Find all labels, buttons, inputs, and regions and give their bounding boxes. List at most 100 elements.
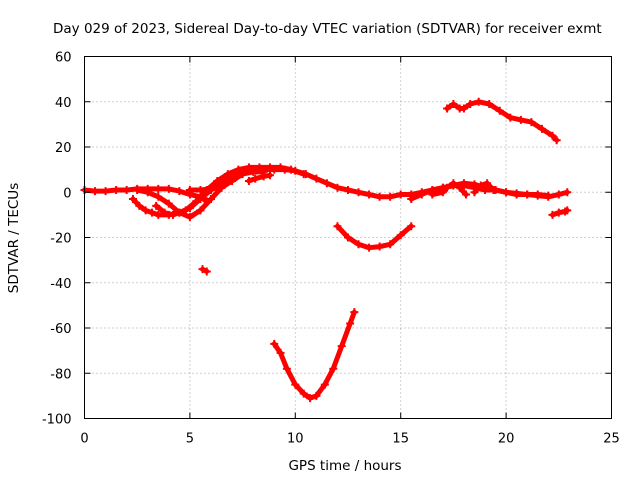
y-tick-label: 40 bbox=[55, 96, 72, 111]
data-point bbox=[354, 188, 363, 197]
data-point bbox=[175, 187, 184, 196]
data-point bbox=[449, 100, 458, 109]
y-tick-label: -20 bbox=[50, 232, 71, 247]
data-point bbox=[386, 240, 395, 249]
data-point bbox=[527, 118, 536, 127]
data-point bbox=[459, 104, 468, 113]
data-point bbox=[217, 183, 226, 192]
data-point bbox=[485, 100, 494, 109]
data-point bbox=[476, 181, 485, 190]
data-point bbox=[154, 210, 163, 219]
data-point bbox=[266, 171, 275, 180]
series-track-k bbox=[335, 223, 414, 251]
data-point bbox=[185, 213, 194, 222]
data-point bbox=[133, 185, 142, 194]
y-tick-label: -100 bbox=[42, 413, 72, 428]
y-tick-label: 60 bbox=[55, 51, 72, 66]
data-point bbox=[537, 124, 546, 133]
data-point bbox=[251, 174, 260, 183]
data-point bbox=[198, 265, 207, 274]
data-point bbox=[344, 233, 352, 242]
data-point bbox=[259, 172, 268, 181]
data-point bbox=[213, 176, 222, 185]
data-point bbox=[396, 190, 405, 199]
data-point bbox=[135, 201, 144, 210]
data-point bbox=[228, 176, 237, 185]
data-point bbox=[428, 190, 437, 199]
x-tick-label: 25 bbox=[603, 432, 620, 447]
data-point bbox=[346, 319, 355, 328]
data-point bbox=[154, 192, 163, 201]
y-axis-label: SDTVAR / TECUs bbox=[6, 183, 22, 293]
data-point bbox=[337, 342, 346, 351]
data-point bbox=[152, 201, 161, 210]
data-point bbox=[548, 131, 557, 140]
y-tick-label: 20 bbox=[55, 141, 72, 156]
data-point bbox=[443, 183, 452, 192]
data-point bbox=[299, 389, 308, 398]
data-point bbox=[122, 185, 131, 194]
data-point bbox=[563, 188, 572, 197]
data-point bbox=[417, 190, 426, 199]
data-point bbox=[354, 240, 363, 249]
y-tick-label: -40 bbox=[50, 277, 71, 292]
y-tick-label: 0 bbox=[63, 186, 71, 201]
x-tick-label: 15 bbox=[392, 432, 409, 447]
data-point bbox=[495, 106, 504, 115]
data-point bbox=[516, 115, 525, 124]
data-point bbox=[552, 136, 561, 145]
x-tick-label: 5 bbox=[186, 432, 194, 447]
series-track-l bbox=[271, 309, 357, 401]
data-point bbox=[470, 180, 479, 189]
data-point bbox=[312, 391, 321, 400]
data-point bbox=[255, 163, 264, 172]
data-point bbox=[185, 185, 194, 194]
data-point bbox=[238, 170, 247, 179]
data-point bbox=[143, 188, 152, 197]
data-point bbox=[333, 183, 342, 192]
chart-title: Day 029 of 2023, Sidereal Day-to-day VTE… bbox=[53, 21, 602, 37]
data-point bbox=[455, 183, 464, 192]
data-point bbox=[466, 100, 475, 109]
data-point bbox=[91, 187, 100, 196]
data-point bbox=[276, 348, 285, 357]
data-point bbox=[141, 206, 150, 215]
data-point bbox=[375, 242, 384, 251]
data-point bbox=[544, 191, 553, 200]
data-point bbox=[548, 210, 557, 219]
data-point bbox=[202, 267, 211, 276]
data-point bbox=[329, 364, 338, 373]
data-point bbox=[306, 394, 315, 403]
data-point bbox=[449, 179, 458, 188]
data-point bbox=[365, 190, 374, 199]
data-point bbox=[276, 163, 285, 172]
data-point bbox=[206, 195, 215, 204]
data-point bbox=[291, 380, 300, 389]
x-axis-label: GPS time / hours bbox=[288, 458, 401, 474]
data-point bbox=[365, 243, 374, 252]
data-point bbox=[344, 185, 352, 194]
data-point bbox=[160, 208, 169, 217]
data-point bbox=[502, 188, 511, 197]
data-point bbox=[459, 179, 468, 188]
data-point bbox=[386, 192, 395, 201]
data-point bbox=[350, 308, 359, 317]
data-point bbox=[470, 188, 479, 197]
data-point bbox=[147, 208, 156, 217]
data-point bbox=[270, 339, 279, 348]
series-layer bbox=[80, 97, 572, 403]
data-point bbox=[181, 206, 190, 215]
data-point bbox=[223, 170, 232, 179]
data-point bbox=[299, 170, 308, 179]
data-point bbox=[554, 208, 563, 217]
data-point bbox=[164, 184, 173, 193]
data-point bbox=[196, 185, 205, 194]
y-tick-label: -60 bbox=[50, 322, 71, 337]
data-point bbox=[512, 189, 521, 198]
data-point bbox=[407, 195, 416, 204]
x-tick-label: 10 bbox=[287, 432, 304, 447]
data-point bbox=[407, 222, 416, 231]
data-point bbox=[462, 190, 471, 199]
data-point bbox=[320, 380, 329, 389]
